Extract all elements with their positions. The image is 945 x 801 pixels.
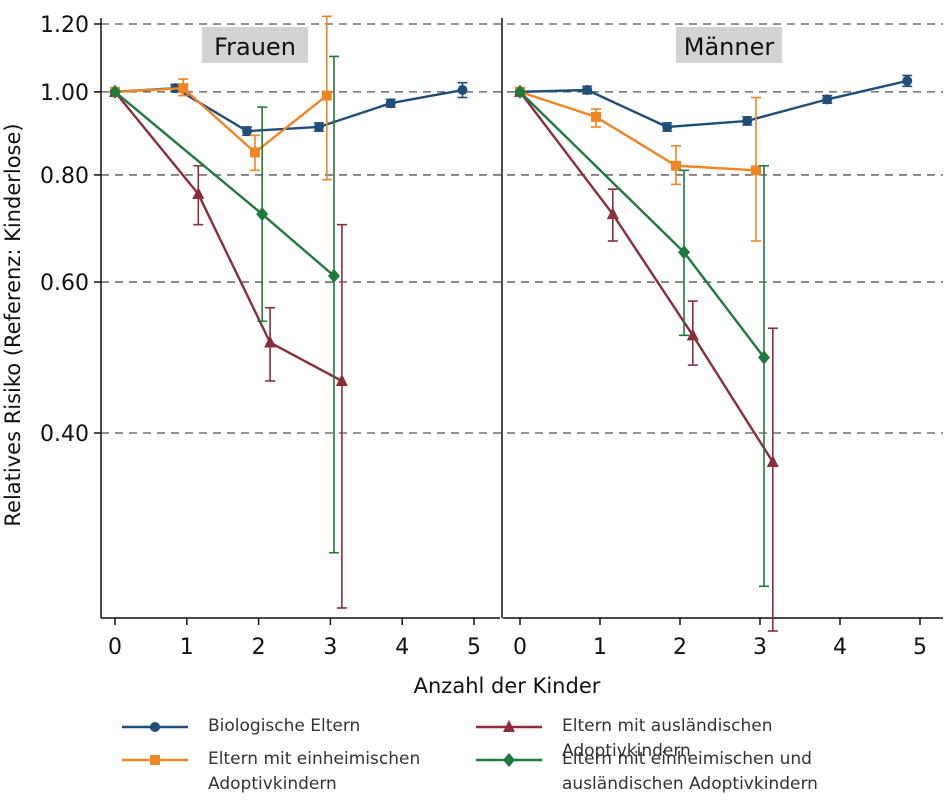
y-tick-label: 0.40 <box>40 422 89 447</box>
series-line <box>519 91 774 463</box>
series-line <box>114 91 343 383</box>
marker-diamond <box>109 84 121 99</box>
marker-square <box>671 160 681 171</box>
y-tick-label: 1.20 <box>40 13 89 38</box>
marker-square <box>321 90 332 101</box>
x-tick-label: 0 <box>513 635 527 660</box>
legend-marker-triangle <box>476 720 542 732</box>
y-axis-label: Relatives Risiko (Referenz: Kinderlose) <box>1 123 25 526</box>
x-tick-label: 5 <box>467 635 481 660</box>
marker-triangle <box>503 720 515 732</box>
x-tick-label: 3 <box>753 635 767 660</box>
marker-circle <box>457 85 468 96</box>
legend-item-einheimische-und-auslaendische: Eltern mit einheimischen und ausländisch… <box>476 747 862 797</box>
marker-diamond <box>514 84 526 99</box>
marker-circle <box>242 126 253 137</box>
x-axis-label: Anzahl der Kinder <box>414 674 601 698</box>
x-tick-label: 3 <box>323 635 337 660</box>
legend-marker-circle <box>122 722 188 732</box>
marker-circle <box>902 75 913 86</box>
legend-label: Eltern mit einheimischen Adoptivkindern <box>208 749 421 794</box>
legend-item-auslaendische-adoptivkinder: Eltern mit ausländischen Adoptivkindern <box>476 714 892 764</box>
marker-square <box>591 111 601 122</box>
legend-marker-diamond <box>476 753 542 767</box>
marker-circle <box>662 121 673 132</box>
x-tick-label: 5 <box>913 635 927 660</box>
series-triangle <box>514 84 779 632</box>
legend-label: Biologische Eltern <box>208 716 361 736</box>
y-tick-label: 0.80 <box>40 164 89 189</box>
panel-title-box <box>676 27 782 63</box>
series-diamond <box>109 55 340 554</box>
marker-circle <box>313 121 324 132</box>
legend-item-biologische-eltern: Biologische Eltern <box>122 714 538 739</box>
x-tick-label: 2 <box>252 635 266 660</box>
series-triangle <box>109 84 348 609</box>
marker-circle <box>150 722 160 732</box>
marker-circle <box>582 85 593 96</box>
series-square <box>515 86 761 242</box>
x-tick-label: 1 <box>593 635 607 660</box>
marker-diamond <box>758 350 770 365</box>
marker-diamond <box>256 207 269 222</box>
series-line <box>114 86 328 154</box>
marker-diamond <box>503 753 515 767</box>
axes: 1.20 1.00 0.80 0.60 0.40 <box>40 13 943 619</box>
x-tick-label: 1 <box>180 635 194 660</box>
series-square <box>110 15 332 181</box>
marker-circle <box>742 115 753 126</box>
marker-square <box>751 165 761 176</box>
panel-title-box <box>202 27 308 63</box>
marker-diamond <box>327 268 340 283</box>
marker-triangle <box>686 328 699 341</box>
marker-triangle <box>264 335 277 348</box>
x-tick-label: 4 <box>395 635 409 660</box>
x-tick-label: 4 <box>833 635 847 660</box>
marker-triangle <box>766 455 779 468</box>
panel-title: Männer <box>684 33 775 61</box>
legend-item-einheimische-adoptivkinder: Eltern mit einheimischen Adoptivkindern <box>122 747 448 797</box>
marker-square <box>178 83 189 94</box>
marker-square <box>250 147 261 158</box>
panel-title: Frauen <box>214 33 296 61</box>
y-tick-label: 0.60 <box>40 271 89 296</box>
marker-diamond <box>678 245 690 260</box>
legend-marker-square <box>122 755 188 765</box>
marker-triangle <box>606 207 619 220</box>
y-tick-label: 1.00 <box>40 81 89 106</box>
chart-panels: 0 1 2 3 4 5 Frauen 0 1 2 3 4 5 Männer <box>108 15 927 660</box>
legend-label: Eltern mit einheimischen und ausländisch… <box>562 749 818 794</box>
series-line <box>519 90 757 172</box>
marker-circle <box>385 98 396 109</box>
series-diamond <box>514 84 770 588</box>
marker-triangle <box>335 373 348 386</box>
x-tick-label: 0 <box>108 635 122 660</box>
marker-circle <box>822 94 833 105</box>
series-line <box>519 79 908 129</box>
series-circle <box>515 74 913 132</box>
marker-triangle <box>192 187 205 200</box>
x-tick-label: 2 <box>673 635 687 660</box>
panel-männer: 0 1 2 3 4 5 Männer <box>513 27 927 660</box>
marker-square <box>150 755 160 765</box>
legend-label: Eltern mit ausländischen Adoptivkindern <box>562 716 773 761</box>
panel-frauen: 0 1 2 3 4 5 Frauen <box>108 15 481 660</box>
